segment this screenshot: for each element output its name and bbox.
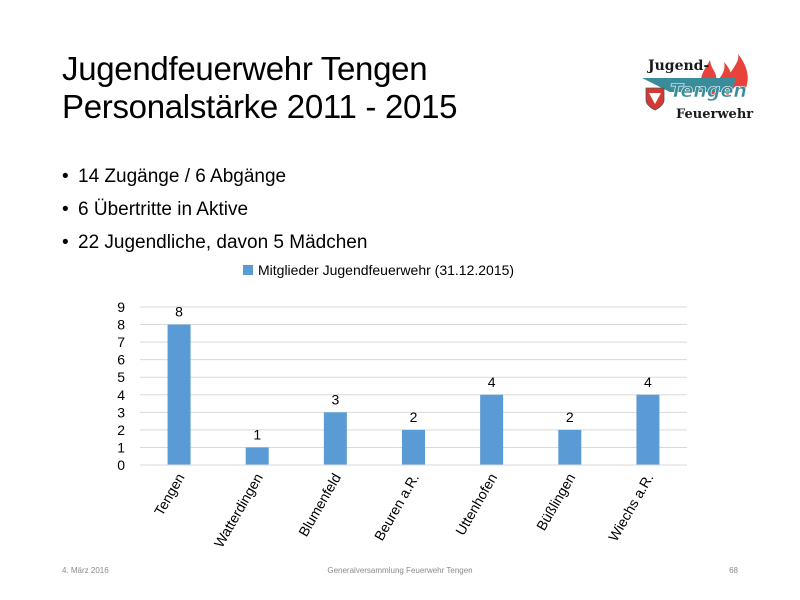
footer-page-number: 68	[729, 566, 738, 575]
y-tick-label: 7	[117, 334, 125, 350]
data-label: 1	[253, 426, 261, 442]
y-tick-label: 1	[117, 439, 125, 455]
data-label: 3	[331, 391, 339, 407]
bar	[323, 412, 347, 465]
bar	[167, 324, 191, 465]
y-tick-label: 4	[117, 387, 125, 403]
bar	[636, 394, 660, 465]
data-label: 2	[566, 409, 574, 425]
jugendfeuerwehr-tengen-logo: Jugend- Tengen Feuerwehr	[642, 54, 753, 122]
legend-label: Mitglieder Jugendfeuerwehr (31.12.2015)	[258, 262, 514, 278]
y-tick-label: 9	[117, 299, 125, 315]
bullet-item: 6 Übertritte in Aktive	[62, 193, 367, 226]
bullet-item: 22 Jugendliche, davon 5 Mädchen	[62, 226, 367, 259]
logo-banner	[642, 78, 736, 92]
bullet-list: 14 Zugänge / 6 Abgänge 6 Übertritte in A…	[62, 160, 367, 259]
bar	[480, 394, 504, 465]
x-tick-label: Blumenfeld	[295, 471, 344, 540]
legend-swatch	[243, 265, 253, 275]
slide-title: Jugendfeuerwehr Tengen Personalstärke 20…	[62, 50, 457, 126]
data-label: 8	[175, 304, 183, 320]
x-tick-label: Uttenhofen	[452, 470, 500, 537]
y-tick-label: 2	[117, 422, 125, 438]
y-tick-label: 6	[117, 352, 125, 368]
logo-text-tengen: Tengen	[670, 80, 747, 102]
footer-center-text: Generalversammlung Feuerwehr Tengen	[327, 566, 473, 575]
logo-text-jugend: Jugend-	[646, 58, 709, 74]
footer-date: 4. März 2016	[62, 566, 109, 575]
x-tick-label: Wiechs a.R.	[605, 471, 657, 544]
slide-title-line-2: Personalstärke 2011 - 2015	[62, 88, 458, 125]
x-tick-label: Büßlingen	[533, 471, 578, 534]
bar	[402, 429, 425, 465]
x-tick-label: Beuren a.R.	[371, 471, 422, 544]
logo-text-feuerwehr: Feuerwehr	[676, 107, 753, 122]
data-label: 2	[410, 409, 418, 425]
slide-title-line-1: Jugendfeuerwehr Tengen	[62, 50, 428, 87]
x-tick-label: Watterdingen	[211, 471, 266, 551]
y-tick-label: 5	[117, 369, 125, 385]
data-label: 4	[644, 374, 652, 390]
y-tick-label: 3	[117, 404, 125, 420]
x-tick-label: Tengen	[151, 471, 188, 519]
data-label: 4	[488, 374, 496, 390]
y-tick-label: 0	[117, 457, 125, 473]
y-tick-label: 8	[117, 317, 125, 333]
bar	[245, 447, 269, 465]
bar	[558, 429, 582, 465]
bullet-item: 14 Zugänge / 6 Abgänge	[62, 160, 367, 193]
coat-of-arms-icon	[645, 87, 665, 111]
